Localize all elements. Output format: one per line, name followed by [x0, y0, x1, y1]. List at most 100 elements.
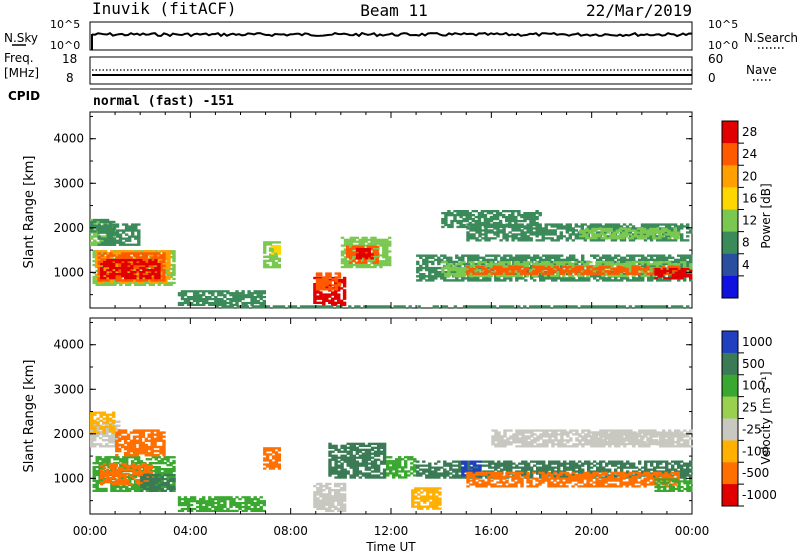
scatter-cell: [331, 301, 335, 304]
scatter-cell: [322, 303, 326, 307]
scatter-cell: [638, 258, 642, 262]
scatter-cell: [644, 262, 648, 266]
scatter-cell: [250, 292, 254, 295]
scatter-cell: [663, 267, 667, 271]
scatter-cell: [644, 258, 648, 262]
scatter-cell: [683, 254, 687, 257]
scatter-cell: [512, 256, 516, 259]
scatter-cell: [493, 233, 497, 236]
scatter-cell: [619, 267, 623, 271]
freq-strip: Freq. [MHz] 18 8 60 0 Nave: [4, 51, 777, 85]
scatter-cell: [689, 273, 693, 276]
scatter-cell: [153, 270, 157, 274]
scatter-cell: [431, 271, 435, 274]
scatter-cell: [680, 225, 684, 228]
scatter-cell: [568, 233, 572, 236]
scatter-cell: [388, 260, 392, 263]
scatter-cell: [112, 239, 117, 242]
scatter-cell: [473, 258, 477, 262]
scatter-cell: [538, 239, 542, 242]
scatter-cell: [609, 227, 613, 230]
scatter-cell: [422, 258, 426, 262]
scatter-cell: [271, 249, 276, 252]
scatter-cell: [525, 274, 530, 278]
scatter-cell: [462, 269, 466, 272]
scatter-cell: [137, 233, 141, 236]
scatter-cell: [480, 271, 484, 274]
scatter-cell: [566, 262, 570, 266]
scatter-cell: [373, 256, 377, 259]
scatter-cell: [107, 458, 111, 461]
scatter-cell: [136, 489, 141, 492]
scatter-cell: [589, 225, 594, 228]
scatter-cell: [262, 292, 266, 295]
scatter-cell: [483, 261, 487, 264]
scatter-cell: [601, 267, 605, 271]
scatter-cell: [521, 256, 525, 259]
scatter-cell: [665, 262, 669, 266]
scatter-cell: [562, 225, 566, 228]
scatter-cell: [565, 265, 569, 269]
scatter-cell: [137, 237, 141, 240]
scatter-cell: [617, 254, 621, 257]
scatter-cell: [643, 227, 647, 230]
scatter-cell: [560, 277, 564, 280]
scatter-cell: [189, 290, 194, 293]
scatter-cell: [568, 305, 572, 309]
scatter-cell: [503, 256, 507, 259]
scatter-cell: [351, 251, 356, 254]
scatter-cell: [556, 305, 560, 309]
scatter-cell: [110, 487, 114, 491]
scatter-cell: [235, 298, 239, 301]
scatter-cell: [100, 237, 104, 240]
scatter-cell: [154, 471, 158, 475]
scatter-cell: [93, 243, 97, 246]
scatter-cell: [364, 247, 368, 251]
scatter-cell: [686, 262, 690, 266]
scatter-cell: [502, 215, 506, 219]
scatter-cell: [501, 272, 505, 276]
scatter-cell: [568, 227, 572, 230]
scatter-cell: [634, 272, 638, 275]
scatter-cell: [526, 212, 530, 215]
scatter-cell: [431, 260, 435, 264]
scatter-cell: [192, 292, 197, 295]
scatter-cell: [668, 277, 673, 280]
scatter-cell: [151, 263, 155, 266]
scatter-cell: [622, 229, 627, 232]
scatter-cell: [103, 241, 107, 244]
scatter-cell: [480, 210, 485, 213]
scatter-cell: [677, 254, 681, 257]
scatter-cell: [131, 223, 135, 226]
scatter-cell: [355, 255, 360, 258]
scatter-cell: [136, 283, 141, 286]
scatter-cell: [556, 239, 560, 242]
scatter-cell: [613, 267, 617, 271]
scatter-cell: [358, 249, 363, 252]
scatter-cell: [315, 278, 320, 281]
scatter-cell: [602, 262, 606, 266]
scatter-cell: [131, 243, 135, 246]
scatter-cell: [313, 291, 317, 294]
scatter-cell: [348, 255, 353, 258]
scatter-cell: [668, 256, 672, 259]
scatter-cell: [157, 469, 161, 473]
scatter-cell: [93, 230, 97, 233]
scatter-cell: [217, 290, 221, 293]
scatter-cell: [557, 254, 561, 257]
scatter-cell: [658, 227, 663, 230]
scatter-cell: [109, 233, 114, 236]
scatter-cell: [621, 237, 626, 240]
scatter-cell: [425, 254, 429, 257]
scatter-cell: [114, 428, 118, 432]
scatter-cell: [93, 439, 97, 442]
scatter-cell: [462, 261, 466, 264]
scatter-cell: [626, 277, 630, 280]
scatter-cell: [621, 231, 626, 234]
scatter-cell: [183, 299, 188, 303]
scatter-cell: [159, 268, 163, 272]
scatter-cell: [532, 227, 536, 230]
scatter-cell: [277, 265, 281, 269]
scatter-cell: [434, 275, 438, 278]
scatter-cell: [167, 267, 171, 271]
